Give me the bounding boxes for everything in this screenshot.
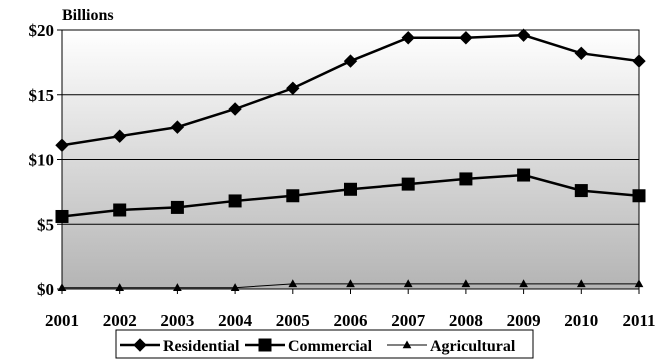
- legend: Residential Commercial Agricultural: [115, 329, 534, 359]
- x-tick-label: 2004: [218, 311, 253, 330]
- data-point: [55, 138, 69, 152]
- legend-label: Residential: [163, 338, 240, 355]
- data-point: [459, 172, 473, 186]
- legend-marker: [258, 338, 272, 352]
- series-commercial: [55, 168, 646, 223]
- legend-marker: [402, 340, 412, 349]
- data-point: [461, 279, 471, 288]
- data-point: [228, 102, 242, 116]
- data-point: [401, 177, 415, 191]
- data-point: [634, 279, 644, 288]
- x-axis-ticks: 2001 2002 2003 2004 2005 2006 2007 2008 2009 2010…: [45, 289, 656, 330]
- legend-box: [115, 329, 534, 359]
- data-point: [286, 81, 300, 95]
- y-tick-label: $20: [29, 21, 55, 40]
- x-tick-label: 2003: [160, 311, 194, 330]
- y-axis-ticks: $0 $5 $10 $15 $20: [29, 21, 62, 299]
- data-point: [517, 168, 531, 182]
- legend-marker: [133, 338, 147, 352]
- data-point: [115, 283, 125, 292]
- data-point: [230, 283, 240, 292]
- x-tick-label: 2011: [622, 311, 655, 330]
- legend-item-residential: Residential: [120, 338, 240, 355]
- data-point: [57, 283, 67, 292]
- data-point: [173, 283, 182, 292]
- legend-label: Agricultural: [430, 338, 516, 355]
- y-tick-label: $0: [37, 280, 54, 299]
- data-point: [112, 129, 127, 143]
- data-point: [519, 279, 528, 288]
- data-point: [574, 184, 588, 198]
- y-tick-label: $15: [29, 86, 55, 105]
- x-tick-label: 2002: [103, 311, 137, 330]
- y-tick-label: $5: [37, 215, 54, 234]
- data-point: [574, 46, 589, 61]
- data-point: [344, 182, 357, 196]
- legend-item-commercial: Commercial: [245, 338, 373, 355]
- data-point: [170, 200, 184, 214]
- y-tick-label: $10: [29, 151, 55, 170]
- legend-label: Commercial: [288, 338, 373, 355]
- data-point: [403, 279, 413, 288]
- data-point: [576, 279, 586, 288]
- data-point: [346, 279, 355, 288]
- series-agricultural: [57, 279, 644, 292]
- data-point: [288, 279, 298, 288]
- y-unit-label: Billions: [62, 7, 114, 24]
- legend-item-agricultural: Agricultural: [387, 338, 516, 355]
- x-tick-label: 2008: [449, 311, 483, 330]
- data-point: [286, 189, 300, 203]
- data-point: [459, 31, 473, 45]
- x-tick-label: 2005: [276, 311, 310, 330]
- data-point: [343, 54, 358, 68]
- data-point: [516, 28, 531, 42]
- data-point: [632, 189, 646, 203]
- data-point: [170, 120, 185, 134]
- data-point: [632, 54, 646, 68]
- gridlines: [62, 94, 639, 225]
- data-point: [228, 194, 242, 208]
- x-tick-label: 2009: [507, 311, 541, 330]
- x-tick-label: 2010: [564, 311, 598, 330]
- series-residential: [55, 28, 646, 152]
- data-point: [113, 203, 127, 217]
- x-tick-label: 2007: [391, 311, 426, 330]
- x-tick-label: 2001: [45, 311, 79, 330]
- series-group: [55, 28, 646, 292]
- data-point: [55, 209, 69, 223]
- x-tick-label: 2006: [334, 311, 368, 330]
- data-point: [401, 31, 415, 45]
